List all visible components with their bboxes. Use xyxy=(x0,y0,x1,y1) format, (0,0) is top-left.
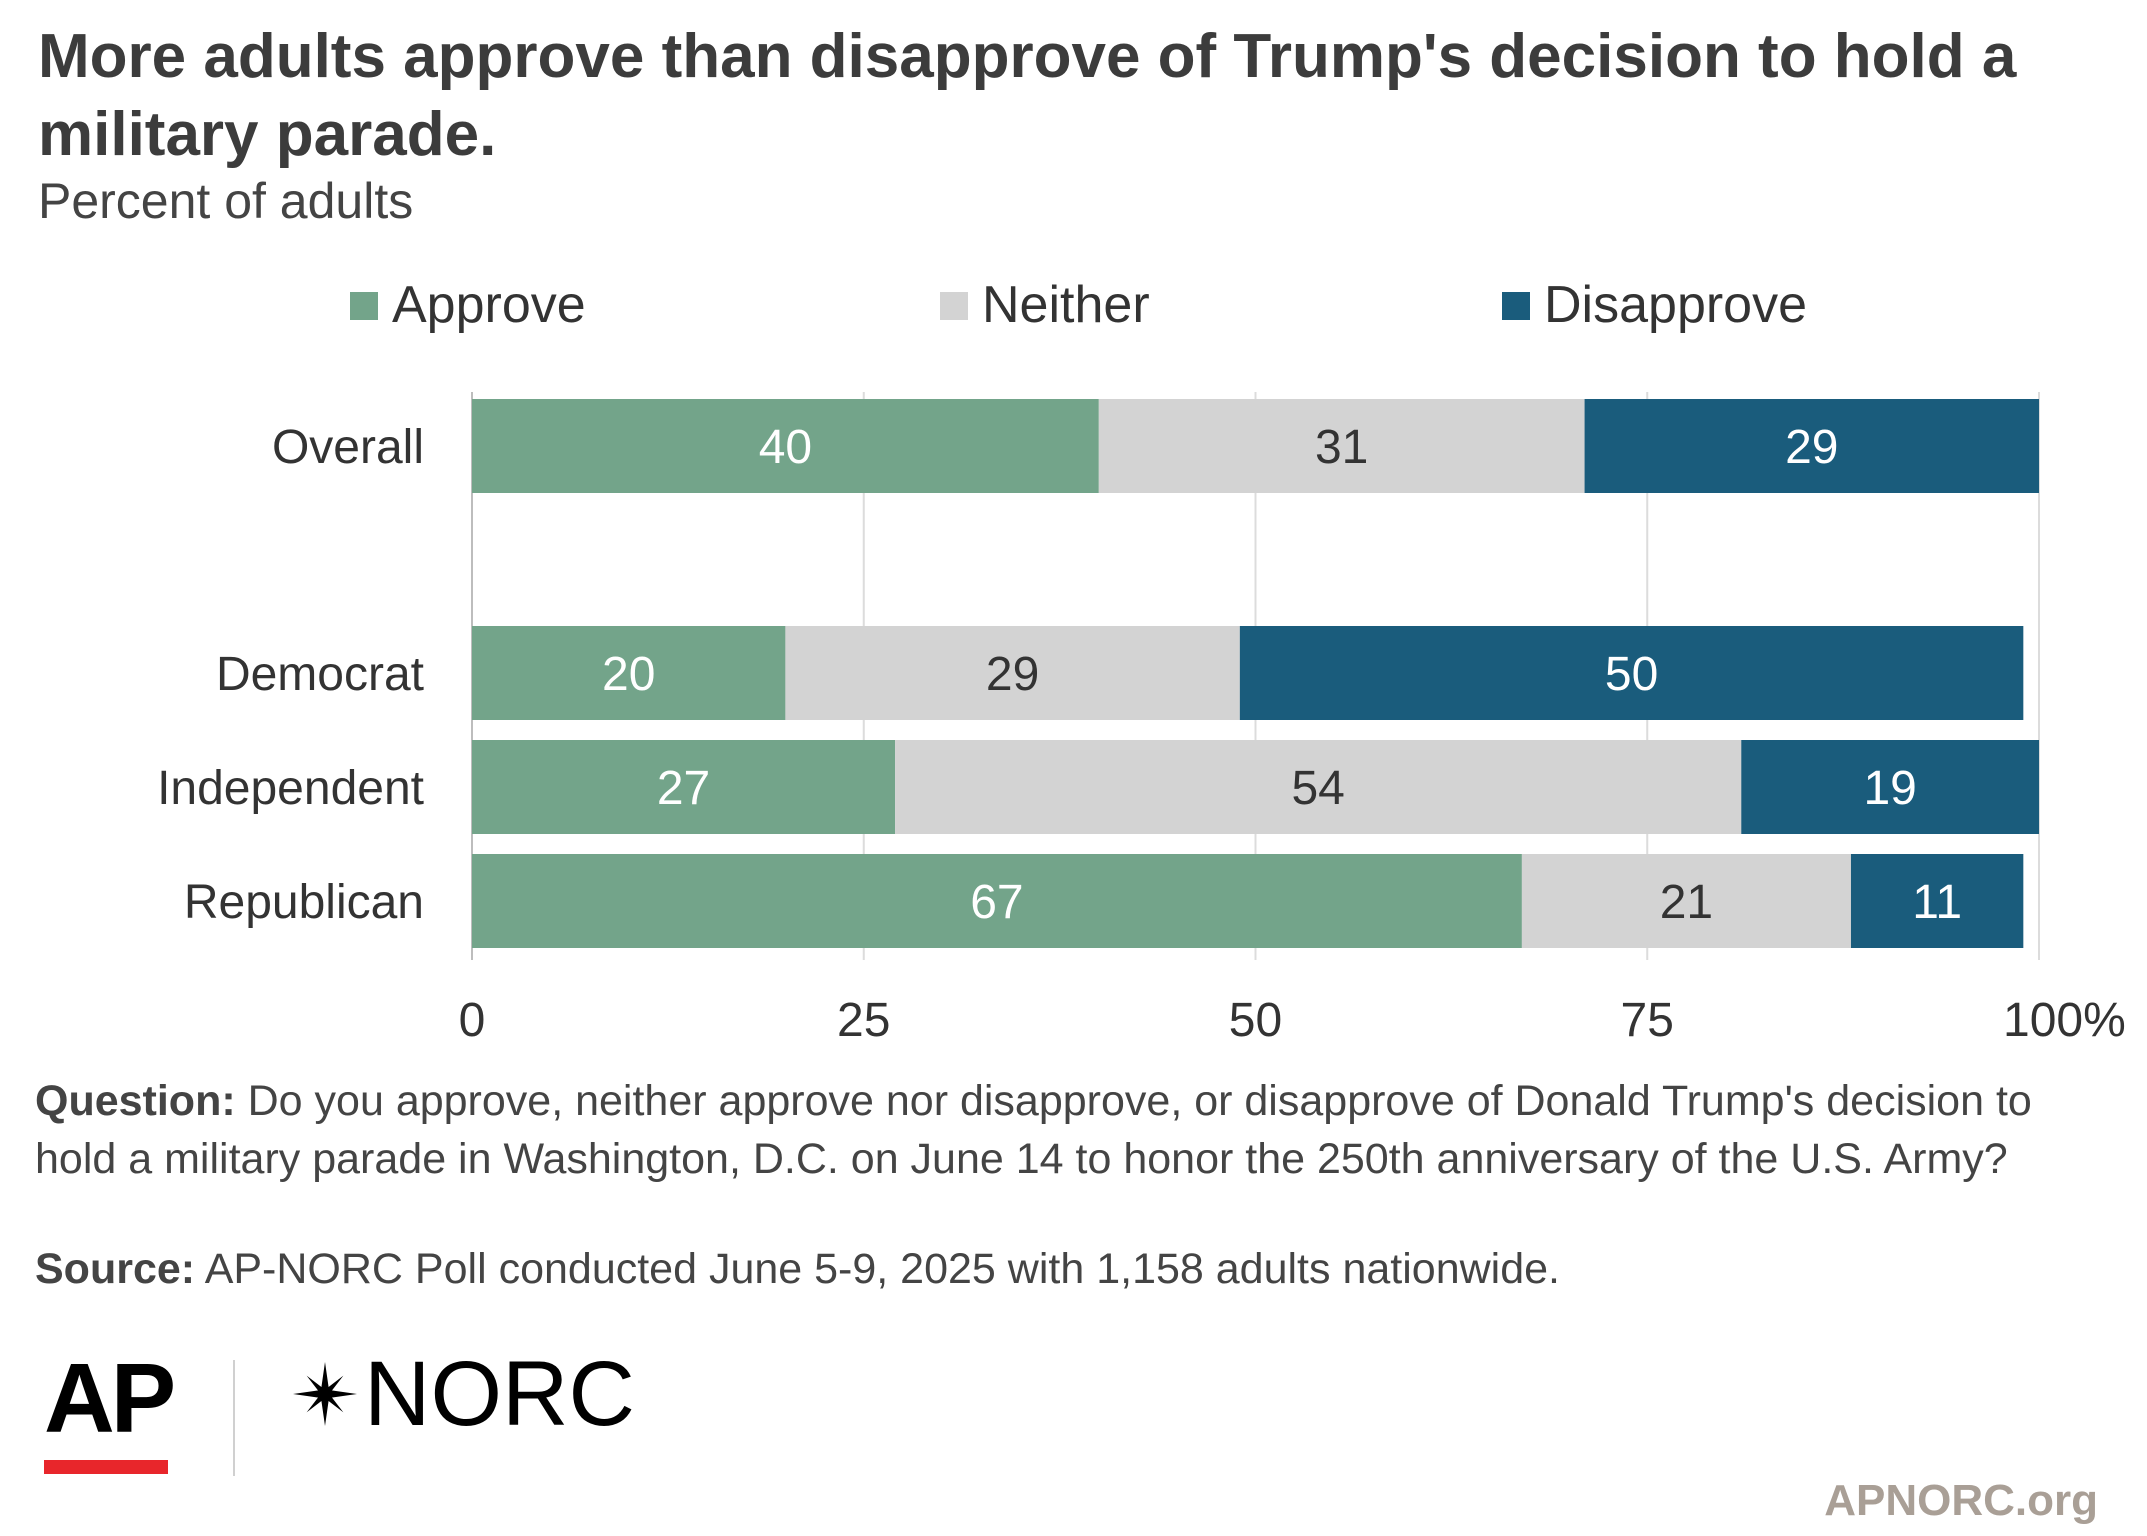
x-tick-label: 0 xyxy=(459,994,486,1047)
bar-democrat-disapprove xyxy=(1239,626,2024,720)
data-label: 21 xyxy=(1660,876,1713,929)
bar-republican-disapprove xyxy=(1850,854,2024,948)
site-url: APNORC.org xyxy=(1824,1476,2098,1525)
legend-label-approve: Approve xyxy=(392,276,586,334)
bar-independent-disapprove xyxy=(1741,740,2039,834)
chart-title: More adults approve than disapprove of T… xyxy=(38,22,2017,169)
bar-independent-approve xyxy=(472,740,896,834)
x-tick-label: 50 xyxy=(1229,994,1282,1047)
legend-label-disapprove: Disapprove xyxy=(1544,276,1807,334)
bar-republican-neither xyxy=(1521,854,1851,948)
norc-star-icon xyxy=(293,1362,357,1426)
bar-overall-approve xyxy=(472,399,1099,493)
category-label-republican: Republican xyxy=(184,876,424,929)
bar-republican-approve xyxy=(472,854,1522,948)
category-labels: Overall Democrat Independent Republican xyxy=(157,421,424,929)
data-label: 40 xyxy=(759,421,812,474)
data-label: 27 xyxy=(657,762,710,815)
source-note: Source: AP-NORC Poll conducted June 5-9,… xyxy=(35,1245,1560,1294)
bars: 40 31 29 20 29 50 27 54 19 67 21 11 xyxy=(472,399,2039,948)
x-tick-label: 75 xyxy=(1621,994,1674,1047)
norc-logo-text: NORC xyxy=(364,1343,635,1445)
legend: Approve Neither Disapprove xyxy=(350,276,1807,334)
category-label-independent: Independent xyxy=(157,762,424,815)
source-text: AP-NORC Poll conducted June 5-9, 2025 wi… xyxy=(204,1245,1560,1293)
data-label: 11 xyxy=(1912,876,1962,929)
legend-label-neither: Neither xyxy=(982,276,1150,334)
data-label: 50 xyxy=(1605,648,1658,701)
data-label: 19 xyxy=(1863,762,1916,815)
source-label: Source: xyxy=(35,1245,196,1293)
bar-overall-neither xyxy=(1098,399,1585,493)
legend-swatch-neither xyxy=(940,292,968,320)
legend-swatch-approve xyxy=(350,292,378,320)
chart-subtitle: Percent of adults xyxy=(38,173,414,229)
x-tick-label: 100% xyxy=(2003,994,2126,1047)
x-axis-ticks: 0 25 50 75 100% xyxy=(459,994,2126,1047)
question-text: Do you approve, neither approve nor disa… xyxy=(35,1077,2032,1183)
category-label-democrat: Democrat xyxy=(216,648,424,701)
data-label: 20 xyxy=(602,648,655,701)
data-label: 29 xyxy=(986,648,1039,701)
data-label: 54 xyxy=(1291,762,1344,815)
stacked-bar-chart: Approve Neither Disapprove 40 31 29 20 29 50 27 5… xyxy=(157,276,2126,1047)
ap-logo: AP xyxy=(44,1343,176,1453)
bar-overall-disapprove xyxy=(1584,399,2039,493)
x-tick-label: 25 xyxy=(837,994,890,1047)
question-note: Question: Do you approve, neither approv… xyxy=(35,1072,2095,1188)
data-label: 29 xyxy=(1785,421,1838,474)
logo-divider xyxy=(233,1360,235,1476)
ap-logo-underline xyxy=(44,1460,168,1474)
data-label: 31 xyxy=(1315,421,1368,474)
bar-independent-neither xyxy=(895,740,1742,834)
category-label-overall: Overall xyxy=(272,421,424,474)
question-label: Question: xyxy=(35,1077,236,1125)
norc-logo: NORC xyxy=(290,1344,635,1444)
bar-democrat-approve xyxy=(472,626,786,720)
bar-democrat-neither xyxy=(785,626,1240,720)
data-label: 67 xyxy=(970,876,1023,929)
legend-swatch-disapprove xyxy=(1502,292,1530,320)
